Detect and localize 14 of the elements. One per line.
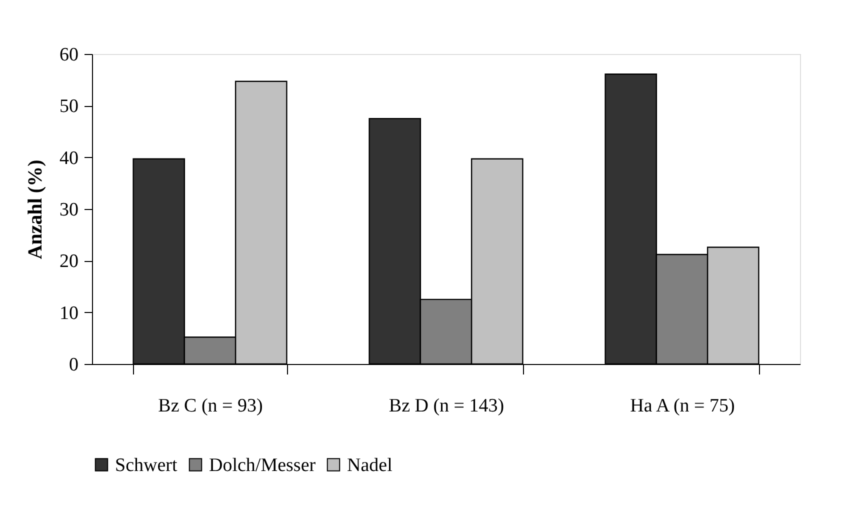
legend-label: Schwert	[115, 454, 178, 476]
legend-label: Nadel	[347, 454, 392, 476]
y-tick-label: 50	[60, 96, 78, 118]
x-tick-label: Bz D (n = 143)	[388, 396, 504, 416]
y-axis-title: Anzahl (%)	[24, 160, 46, 260]
y-tick-label: 10	[60, 302, 78, 324]
x-tick-label: Ha A (n = 75)	[630, 396, 735, 416]
y-tick-label: 40	[60, 148, 78, 169]
legend-label: Dolch/Messer	[209, 454, 316, 476]
y-tick-label: 20	[60, 251, 78, 272]
y-tick-label: 0	[69, 354, 78, 376]
y-tick-label: 60	[60, 44, 78, 66]
y-tick-label: 30	[60, 200, 78, 220]
x-tick-label: Bz C (n = 93)	[158, 396, 263, 416]
